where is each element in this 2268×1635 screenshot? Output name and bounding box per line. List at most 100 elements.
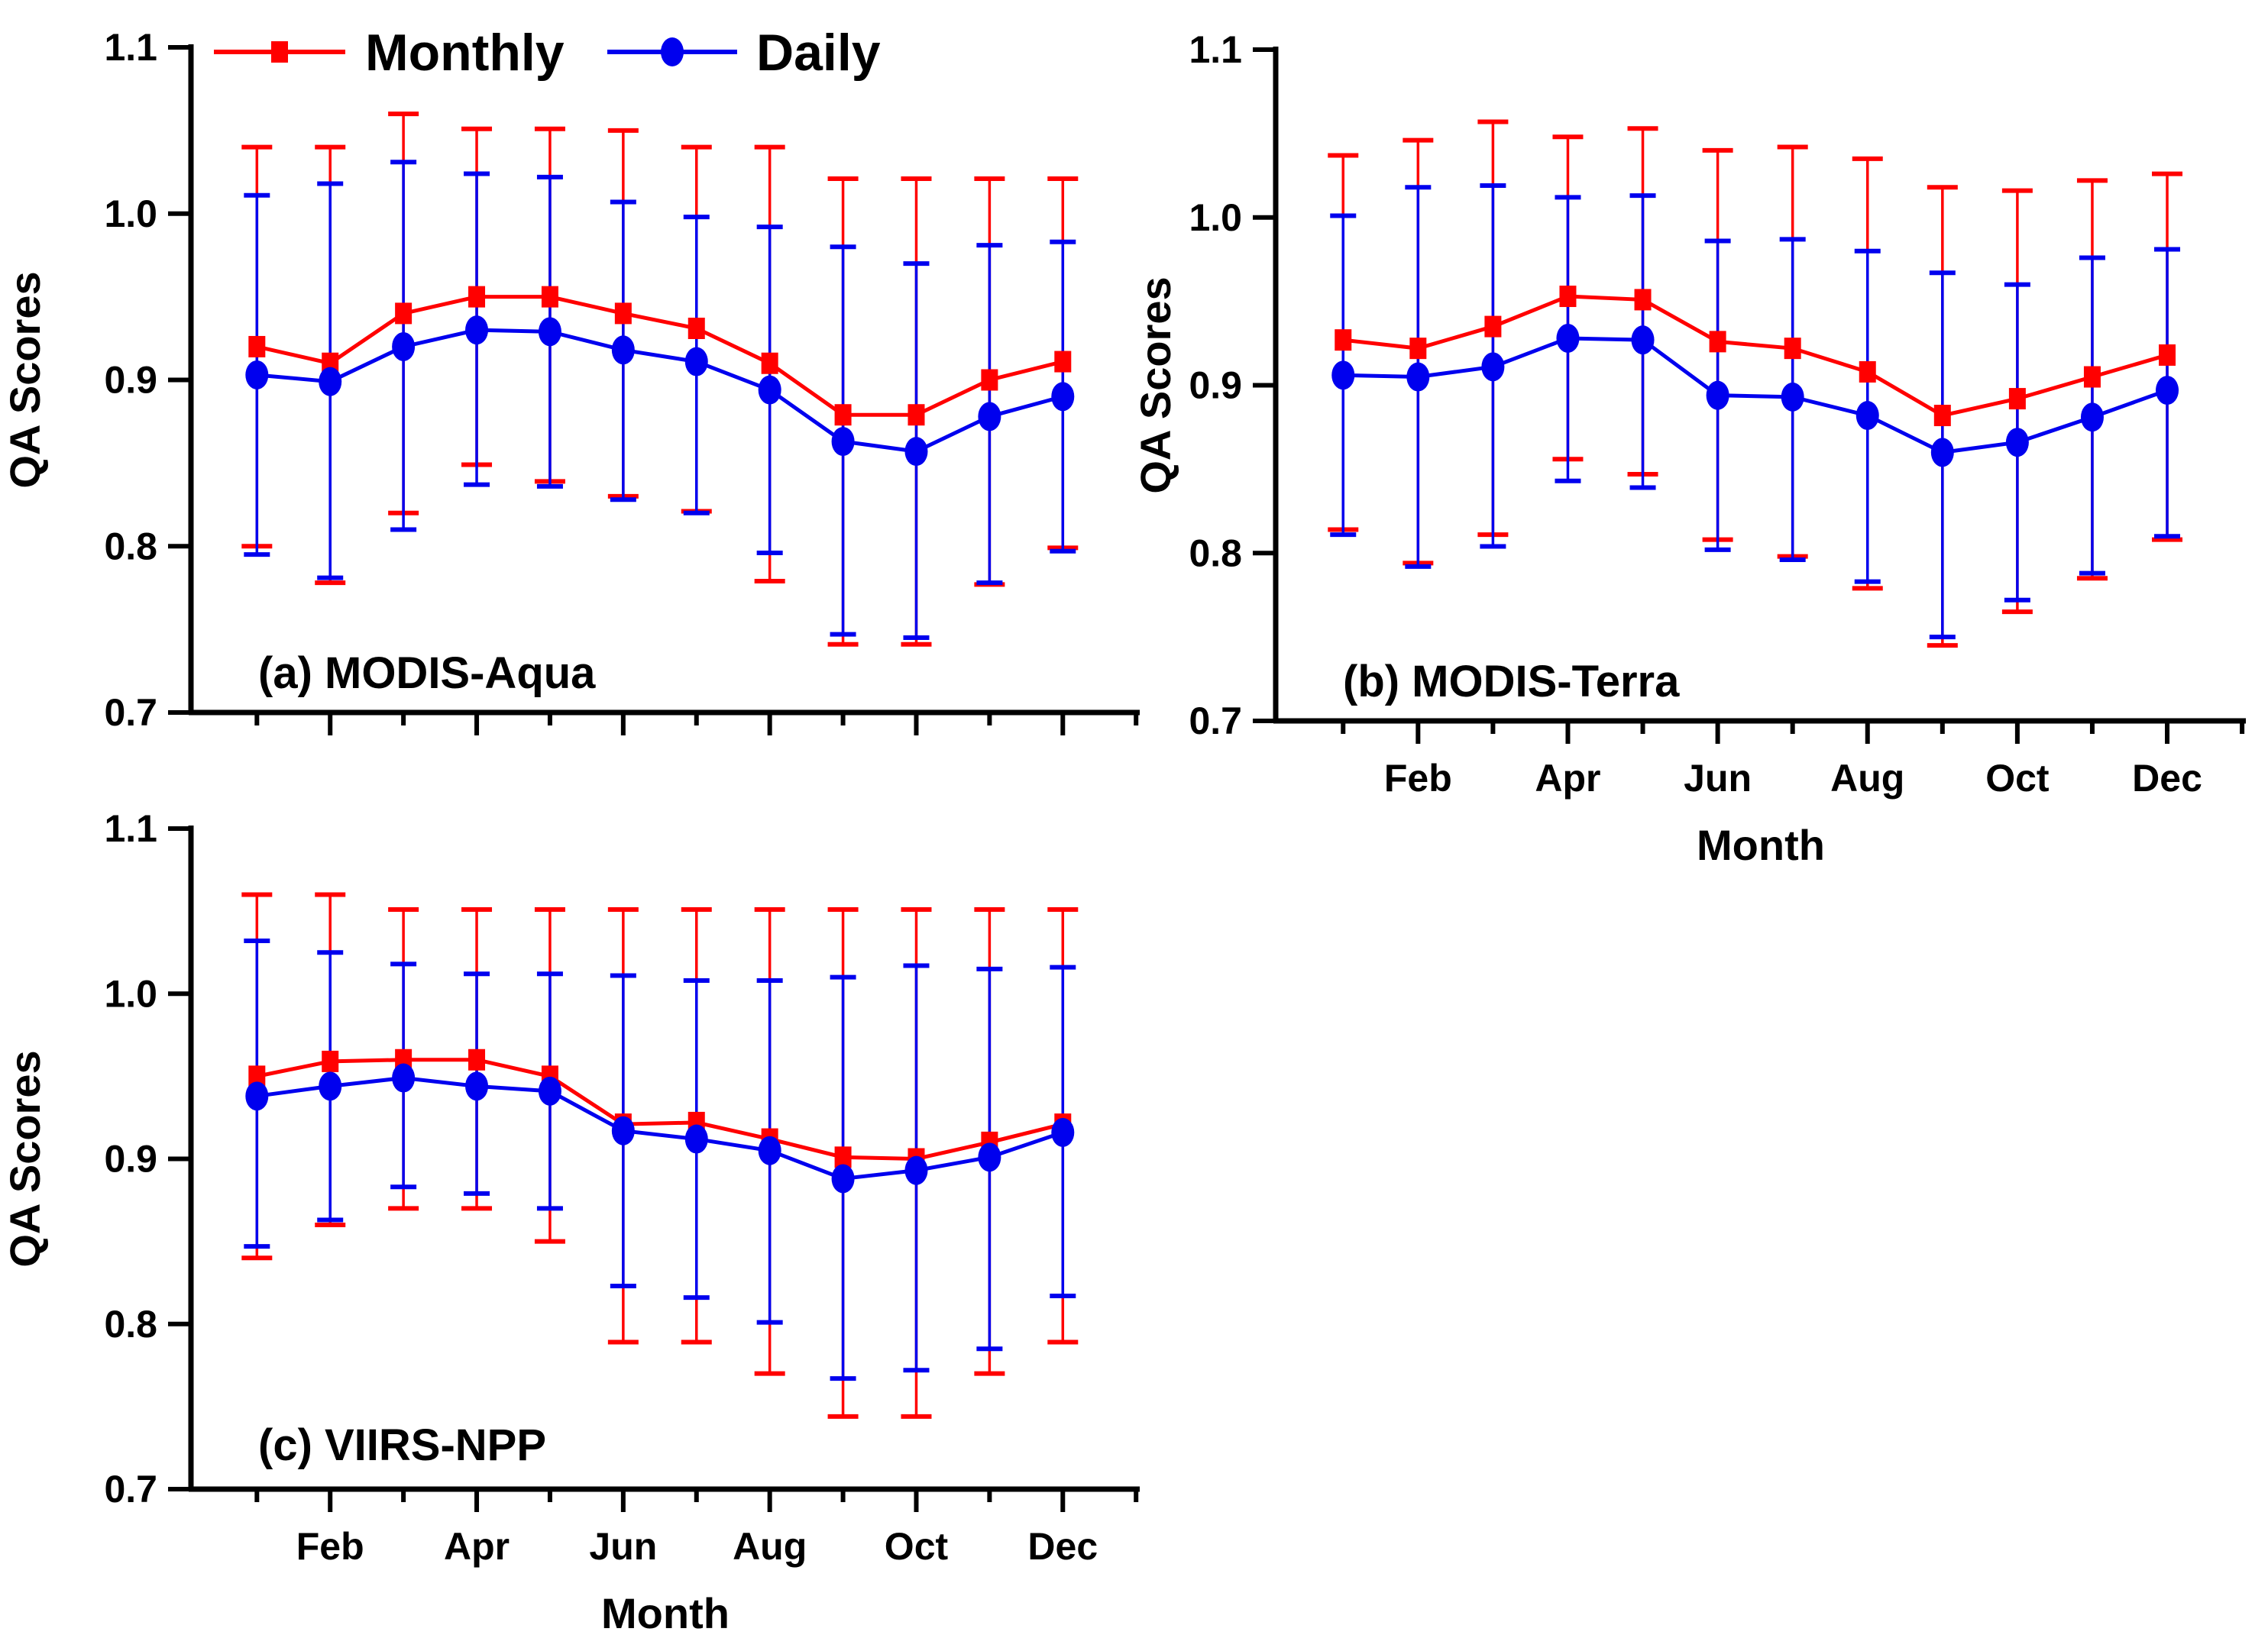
x-tick-label: Dec	[2132, 757, 2202, 800]
data-point-circle	[465, 315, 489, 345]
data-point-circle	[538, 317, 561, 347]
y-tick-label: 0.9	[104, 1138, 157, 1181]
y-tick-label: 1.0	[104, 192, 157, 235]
data-point-circle	[1706, 380, 1729, 410]
y-tick-label: 1.1	[104, 26, 157, 69]
x-tick-label: Oct	[1985, 757, 2050, 800]
error-bars-daily	[1330, 183, 2181, 640]
y-tick-label: 0.7	[104, 1468, 157, 1511]
data-point-circle	[1051, 382, 1075, 412]
y-tick-label: 0.8	[104, 1303, 157, 1346]
y-tick-label: 0.8	[1189, 532, 1242, 574]
x-axis-title: Month	[1697, 821, 1825, 869]
y-tick-label: 0.9	[1189, 364, 1242, 407]
data-point-circle	[831, 427, 855, 457]
data-point-square	[468, 1049, 486, 1071]
data-point-square	[1054, 351, 1072, 373]
data-point-circle	[684, 1124, 708, 1154]
panel-c-viirs-npp: 1.1 1.0 0.9 0.8 0.7 Feb Apr Jun Aug Oct Dec Month QA…	[1, 807, 1140, 1635]
data-point-square	[1409, 338, 1427, 360]
data-point-circle	[1556, 323, 1580, 353]
y-tick-label: 1.0	[104, 972, 157, 1015]
data-point-square	[2008, 388, 2026, 410]
error-bars-monthly	[1328, 119, 2183, 648]
data-point-circle	[2156, 376, 2179, 406]
data-point-circle	[611, 1116, 635, 1145]
y-tick-label: 1.0	[1189, 196, 1242, 239]
data-point-circle	[831, 1164, 855, 1194]
data-point-circle	[978, 402, 1001, 431]
x-tick-label: Aug	[1830, 757, 1904, 800]
data-point-square	[981, 369, 998, 391]
legend-marker-square	[271, 41, 288, 63]
data-point-circle	[1051, 1117, 1075, 1147]
series-markers-daily	[1331, 323, 2179, 467]
data-point-square	[541, 286, 558, 308]
data-point-circle	[904, 437, 928, 467]
series-line-daily	[257, 328, 1063, 454]
x-tick-label: Feb	[1384, 757, 1452, 800]
series-line-monthly	[256, 1058, 1063, 1162]
x-tick-label: Apr	[444, 1525, 510, 1568]
data-point-square	[761, 352, 778, 374]
series-line-daily	[1343, 336, 2168, 454]
data-point-square	[1559, 286, 1577, 308]
x-tick-label: Jun	[589, 1525, 657, 1568]
data-point-square	[248, 335, 266, 357]
data-point-square	[2159, 344, 2176, 366]
data-point-square	[1784, 338, 1801, 360]
data-point-circle	[684, 347, 708, 376]
y-axis-title: QA Scores	[1, 1050, 49, 1267]
panel-label: (c) VIIRS-NPP	[258, 1420, 546, 1470]
x-tick-label: Aug	[733, 1525, 807, 1568]
series-markers-monthly	[248, 286, 1072, 426]
data-point-circle	[758, 375, 781, 405]
data-point-circle	[245, 360, 269, 389]
data-point-circle	[1930, 438, 1954, 467]
x-tick-label: Feb	[296, 1525, 364, 1568]
data-point-circle	[1331, 360, 1355, 390]
series-markers-daily	[245, 315, 1075, 467]
x-tick-label: Apr	[1535, 757, 1600, 800]
data-point-square	[1709, 331, 1726, 353]
y-axis-title: QA Scores	[1131, 276, 1179, 493]
data-point-square	[322, 1050, 339, 1072]
data-point-square	[395, 302, 413, 325]
series-markers-daily	[245, 1063, 1075, 1194]
data-point-circle	[245, 1081, 269, 1111]
data-point-square	[834, 404, 852, 426]
data-point-circle	[1481, 352, 1505, 382]
data-point-circle	[1406, 362, 1430, 392]
data-point-square	[1484, 315, 1502, 338]
data-point-circle	[392, 1063, 416, 1093]
data-point-circle	[758, 1136, 781, 1165]
data-point-square	[1859, 360, 1876, 383]
series-line-monthly	[256, 295, 1063, 417]
data-point-circle	[904, 1155, 928, 1185]
y-tick-label: 1.1	[104, 807, 157, 850]
data-point-circle	[319, 1071, 342, 1101]
error-bars-daily	[244, 939, 1076, 1381]
error-bars-monthly	[241, 111, 1079, 647]
data-point-circle	[538, 1076, 561, 1106]
x-axis-title: Month	[601, 1589, 730, 1635]
panel-label: (b) MODIS-Terra	[1343, 657, 1680, 706]
y-tick-label: 1.1	[1189, 28, 1242, 71]
data-point-square	[1335, 329, 1352, 351]
legend-label-monthly: Monthly	[365, 24, 565, 82]
y-tick-label: 0.8	[104, 525, 157, 567]
data-point-circle	[2080, 402, 2104, 432]
data-point-square	[2083, 366, 2101, 388]
series-line-daily	[256, 1076, 1064, 1181]
y-axis-title: QA Scores	[1, 271, 49, 488]
data-point-square	[908, 404, 925, 426]
legend-label-daily: Daily	[756, 24, 881, 82]
x-tick-label: Jun	[1684, 757, 1752, 800]
data-point-square	[1933, 405, 1951, 427]
series-markers-monthly	[1335, 286, 2176, 427]
data-point-square	[614, 302, 632, 325]
y-tick-label: 0.7	[104, 691, 157, 734]
data-point-square	[248, 1065, 266, 1087]
